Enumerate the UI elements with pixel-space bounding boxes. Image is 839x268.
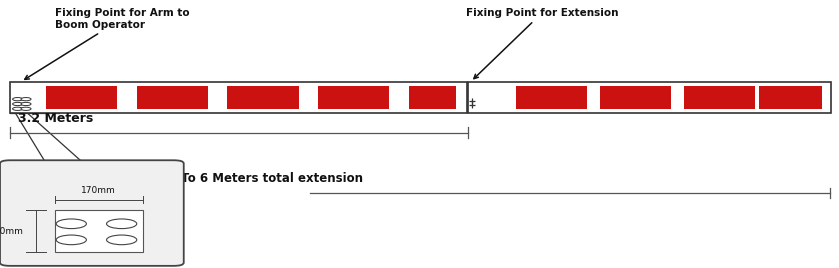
Bar <box>759 86 822 109</box>
Bar <box>137 86 208 109</box>
Text: 3.2 Meters: 3.2 Meters <box>18 111 94 125</box>
Bar <box>227 86 299 109</box>
Circle shape <box>13 107 23 110</box>
Text: Fixing Point for Arm to
Boom Operator: Fixing Point for Arm to Boom Operator <box>25 8 189 79</box>
Circle shape <box>13 98 23 101</box>
Bar <box>684 86 755 109</box>
Bar <box>409 86 456 109</box>
Bar <box>10 82 467 113</box>
Text: Up To 6 Meters total extension: Up To 6 Meters total extension <box>159 172 363 185</box>
Circle shape <box>107 219 137 229</box>
Bar <box>468 82 831 113</box>
Circle shape <box>21 98 31 101</box>
Circle shape <box>56 219 86 229</box>
Circle shape <box>56 235 86 245</box>
Circle shape <box>107 235 137 245</box>
Text: 170mm: 170mm <box>81 186 116 195</box>
Bar <box>55 210 143 252</box>
Bar <box>516 86 587 109</box>
Bar <box>46 86 117 109</box>
Text: Fixing Point for Extension: Fixing Point for Extension <box>466 8 618 79</box>
Bar <box>600 86 671 109</box>
Text: 40mm: 40mm <box>0 227 23 236</box>
Circle shape <box>21 107 31 110</box>
FancyBboxPatch shape <box>0 160 184 266</box>
Bar <box>318 86 389 109</box>
Circle shape <box>21 102 31 106</box>
Circle shape <box>13 102 23 106</box>
